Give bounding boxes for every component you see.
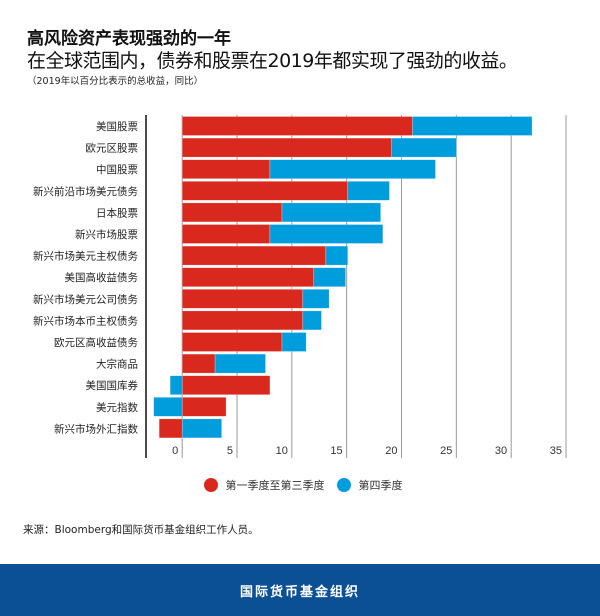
bar-q4 — [281, 202, 381, 223]
bar-q4 — [181, 418, 222, 439]
legend-label-q4: 第四季度 — [358, 479, 403, 492]
bar-q1-q3 — [181, 224, 271, 244]
y-category-label: 中国股票 — [96, 163, 138, 176]
bar-q4 — [281, 332, 307, 352]
bar-q1-q3 — [181, 245, 327, 266]
bar-q1-q3 — [181, 397, 227, 417]
legend: 第一季度至第三季度 第四季度 — [0, 477, 600, 493]
x-tick-label: 25 — [440, 445, 452, 457]
y-category-label: 美国国库券 — [86, 379, 139, 392]
x-tick-label: 5 — [227, 445, 233, 457]
bar-q1-q3 — [181, 332, 283, 352]
x-tick-label: 35 — [550, 445, 562, 457]
bar-q1-q3 — [181, 267, 315, 287]
bar-q1-q3 — [181, 289, 304, 309]
bar-q4 — [302, 289, 330, 309]
y-category-label: 欧元区股票 — [86, 143, 139, 155]
y-category-label: 美元指数 — [96, 401, 138, 414]
chart-note: （2019年以百分比表示的总收益，同比） — [27, 76, 204, 87]
bar-q1-q3 — [181, 116, 413, 136]
bar-q1-q3 — [181, 137, 392, 158]
x-tick-label: 0 — [172, 445, 178, 457]
stacked-bar-chart: 0 5 10 15 20 25 30 35 美国股票欧元区股票中国股票新兴前沿市场美元债务日本股… — [33, 115, 567, 458]
source-note: 来源：Bloomberg和国际货币基金组织工作人员。 — [23, 524, 259, 536]
legend-label-q1-q3: 第一季度至第三季度 — [225, 479, 325, 492]
y-category-label: 美国股票 — [96, 120, 138, 133]
bar-q4 — [269, 224, 384, 244]
bar-q4 — [412, 116, 533, 136]
chart-title: 高风险资产表现强劲的一年 — [27, 29, 231, 49]
bar-q4 — [313, 267, 346, 287]
x-tick-label: 15 — [330, 445, 342, 457]
bar-q4 — [302, 310, 322, 331]
x-tick-label: 20 — [385, 445, 397, 457]
y-category-label: 新兴市场美元主权债务 — [33, 250, 138, 263]
chart-subtitle: 在全球范围内，债券和股票在2019年都实现了强劲的收益。 — [27, 50, 518, 72]
x-tick-label: 30 — [495, 445, 507, 457]
legend-swatch-q1-q3 — [203, 478, 218, 492]
bar-q4 — [153, 397, 183, 417]
legend-swatch-q4 — [336, 478, 351, 492]
bar-q4 — [325, 245, 349, 266]
y-category-label: 新兴市场股票 — [75, 228, 138, 241]
y-category-label: 新兴市场美元公司债务 — [33, 293, 138, 306]
bar-q4 — [169, 375, 183, 395]
bar-q1-q3 — [181, 202, 283, 223]
footer-org-name: 国际货币基金组织 — [239, 584, 360, 600]
bar-q1-q3 — [181, 310, 304, 331]
bar-q4 — [214, 353, 266, 374]
x-tick-label: 10 — [276, 445, 288, 457]
y-category-label: 美国高收益债务 — [65, 271, 139, 284]
bar-q4 — [269, 159, 436, 179]
y-category-label: 新兴市场本币主权债务 — [33, 314, 138, 327]
bar-q1-q3 — [158, 418, 183, 439]
y-category-label: 新兴前沿市场美元债务 — [33, 185, 138, 198]
footer-banner: 国际货币基金组织 — [0, 564, 600, 616]
bar-q1-q3 — [181, 181, 349, 201]
y-category-label: 大宗商品 — [96, 358, 138, 371]
y-category-label: 日本股票 — [96, 206, 138, 219]
bar-q4 — [347, 181, 390, 201]
y-category-label: 新兴市场外汇指数 — [54, 422, 138, 435]
bar-q1-q3 — [181, 353, 216, 374]
bar-q1-q3 — [181, 159, 271, 179]
bar-q1-q3 — [181, 375, 271, 395]
y-category-label: 欧元区高收益债务 — [54, 336, 138, 349]
bar-q4 — [391, 137, 457, 158]
